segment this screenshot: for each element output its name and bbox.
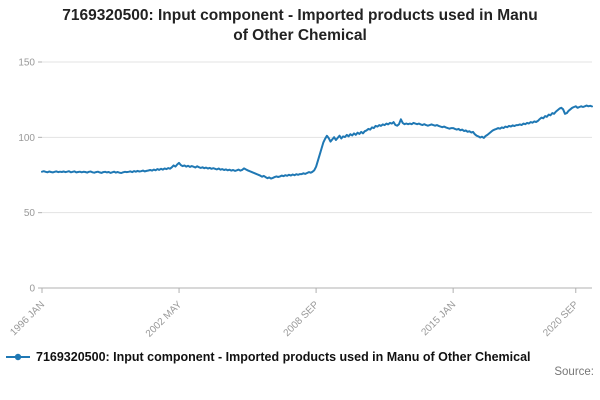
- chart-title: 7169320500: Input component - Imported p…: [62, 7, 538, 45]
- x-tick-label: 2015 JAN: [419, 300, 458, 339]
- line-chart: 0 50 100 150 1996 JAN 2002 MAY 2008 SEP 2015 JA…: [8, 58, 593, 340]
- legend: 7169320500: Input component - Imported p…: [0, 348, 600, 364]
- y-tick-label: 50: [24, 208, 36, 219]
- y-tick-label: 100: [18, 133, 35, 144]
- x-tick-label: 2002 MAY: [144, 299, 185, 340]
- source-label: Source:: [554, 366, 594, 379]
- legend-label: 7169320500: Input component - Imported p…: [36, 350, 531, 365]
- x-tick-label: 1996 JAN: [8, 300, 47, 339]
- data-series-line: [41, 104, 593, 180]
- chart-area: 0 50 100 150 1996 JAN 2002 MAY 2008 SEP 2015 JA…: [0, 48, 600, 348]
- y-tick-label: 0: [29, 284, 35, 295]
- y-tick-label: 150: [18, 58, 35, 69]
- x-tick-label: 2008 SEP: [282, 299, 322, 339]
- legend-line-marker-icon: [6, 352, 30, 362]
- x-tick-label: 2020 SEP: [541, 299, 581, 339]
